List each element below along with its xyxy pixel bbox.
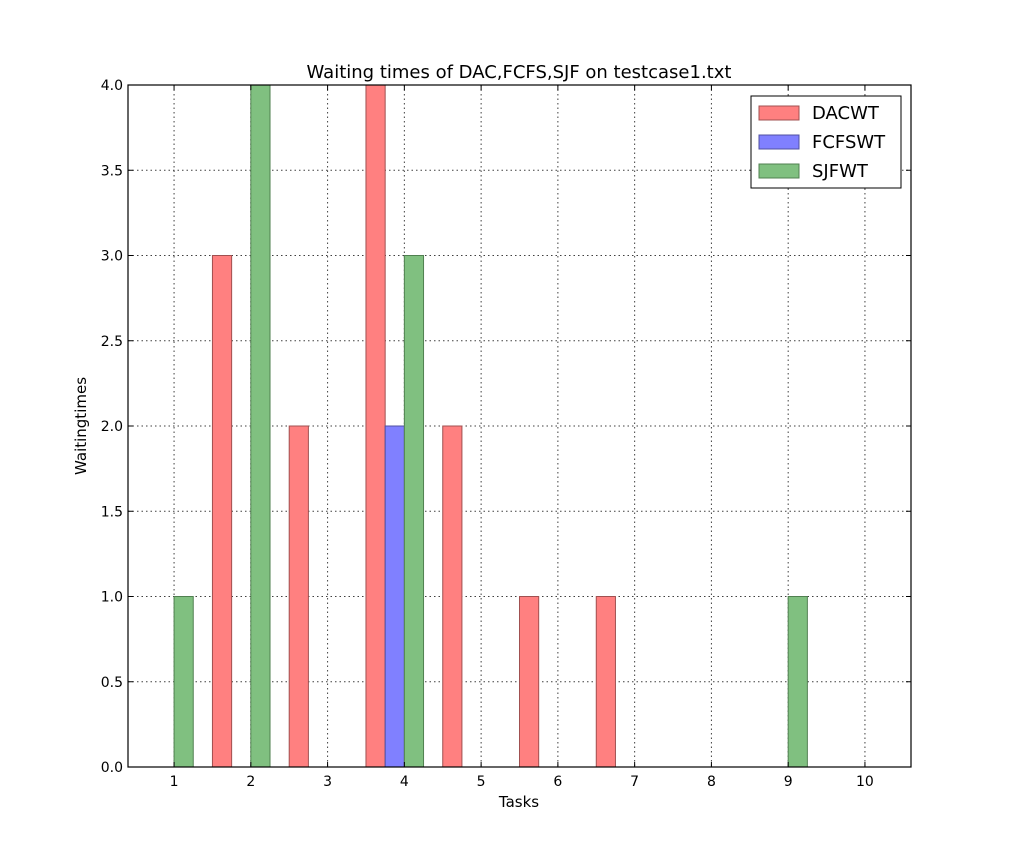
x-tick-label: 5 [477,774,486,790]
y-tick-label: 1.0 [101,590,123,606]
y-tick-label: 1.5 [101,504,123,520]
y-tick-label: 2.5 [101,334,123,350]
bars [173,84,808,768]
legend-label-fcfswt: FCFSWT [812,132,886,153]
legend-swatch-dacwt [758,105,800,121]
bar-sjfwt-task-4 [403,255,425,768]
x-tick-label: 6 [553,774,562,790]
y-axis-label: Waitingtimes [72,377,90,475]
legend-swatch-fcfswt [758,134,800,150]
y-tick-label: 3.5 [101,163,123,179]
chart-title: Waiting times of DAC,FCFS,SJF on testcas… [307,62,732,83]
x-tick-label: 7 [630,774,639,790]
legend-label-sjfwt: SJFWT [812,161,869,182]
x-tick-label: 2 [246,774,255,790]
x-tick-label: 1 [170,774,179,790]
y-tick-label: 2.0 [101,419,123,435]
legend-label-dacwt: DACWT [812,103,880,124]
bar-sjfwt-task-9 [787,596,808,768]
bar-dacwt-task-6 [519,596,540,768]
legend-swatch-sjfwt [758,163,800,179]
bar-fcfswt-task-4 [384,425,405,768]
bar-dacwt-task-5 [442,425,463,768]
y-tick-label: 4.0 [101,78,123,94]
axis-ticks: 0.0 0.5 1.0 1.5 2.0 2.5 3.0 3.5 4.0 1 2 3 4 5 6 7 8 9 10 [101,78,911,790]
y-tick-label: 0.0 [101,760,123,776]
bar-dacwt-task-4 [365,84,386,768]
bar-sjfwt-task-1 [173,596,194,768]
x-tick-label: 8 [707,774,716,790]
bar-dacwt-task-2 [211,255,233,768]
x-tick-label: 3 [323,774,332,790]
bar-sjfwt-task-2 [250,84,271,768]
bar-dacwt-task-7 [595,596,616,768]
x-tick-label: 10 [856,774,874,790]
bar-dacwt-task-3 [288,425,309,768]
legend: DACWT FCFSWT SJFWT [750,95,902,189]
x-tick-label: 4 [400,774,409,790]
x-axis-label: Tasks [498,793,539,811]
x-tick-label: 9 [784,774,793,790]
y-tick-label: 0.5 [101,675,123,691]
y-tick-label: 3.0 [101,249,123,265]
